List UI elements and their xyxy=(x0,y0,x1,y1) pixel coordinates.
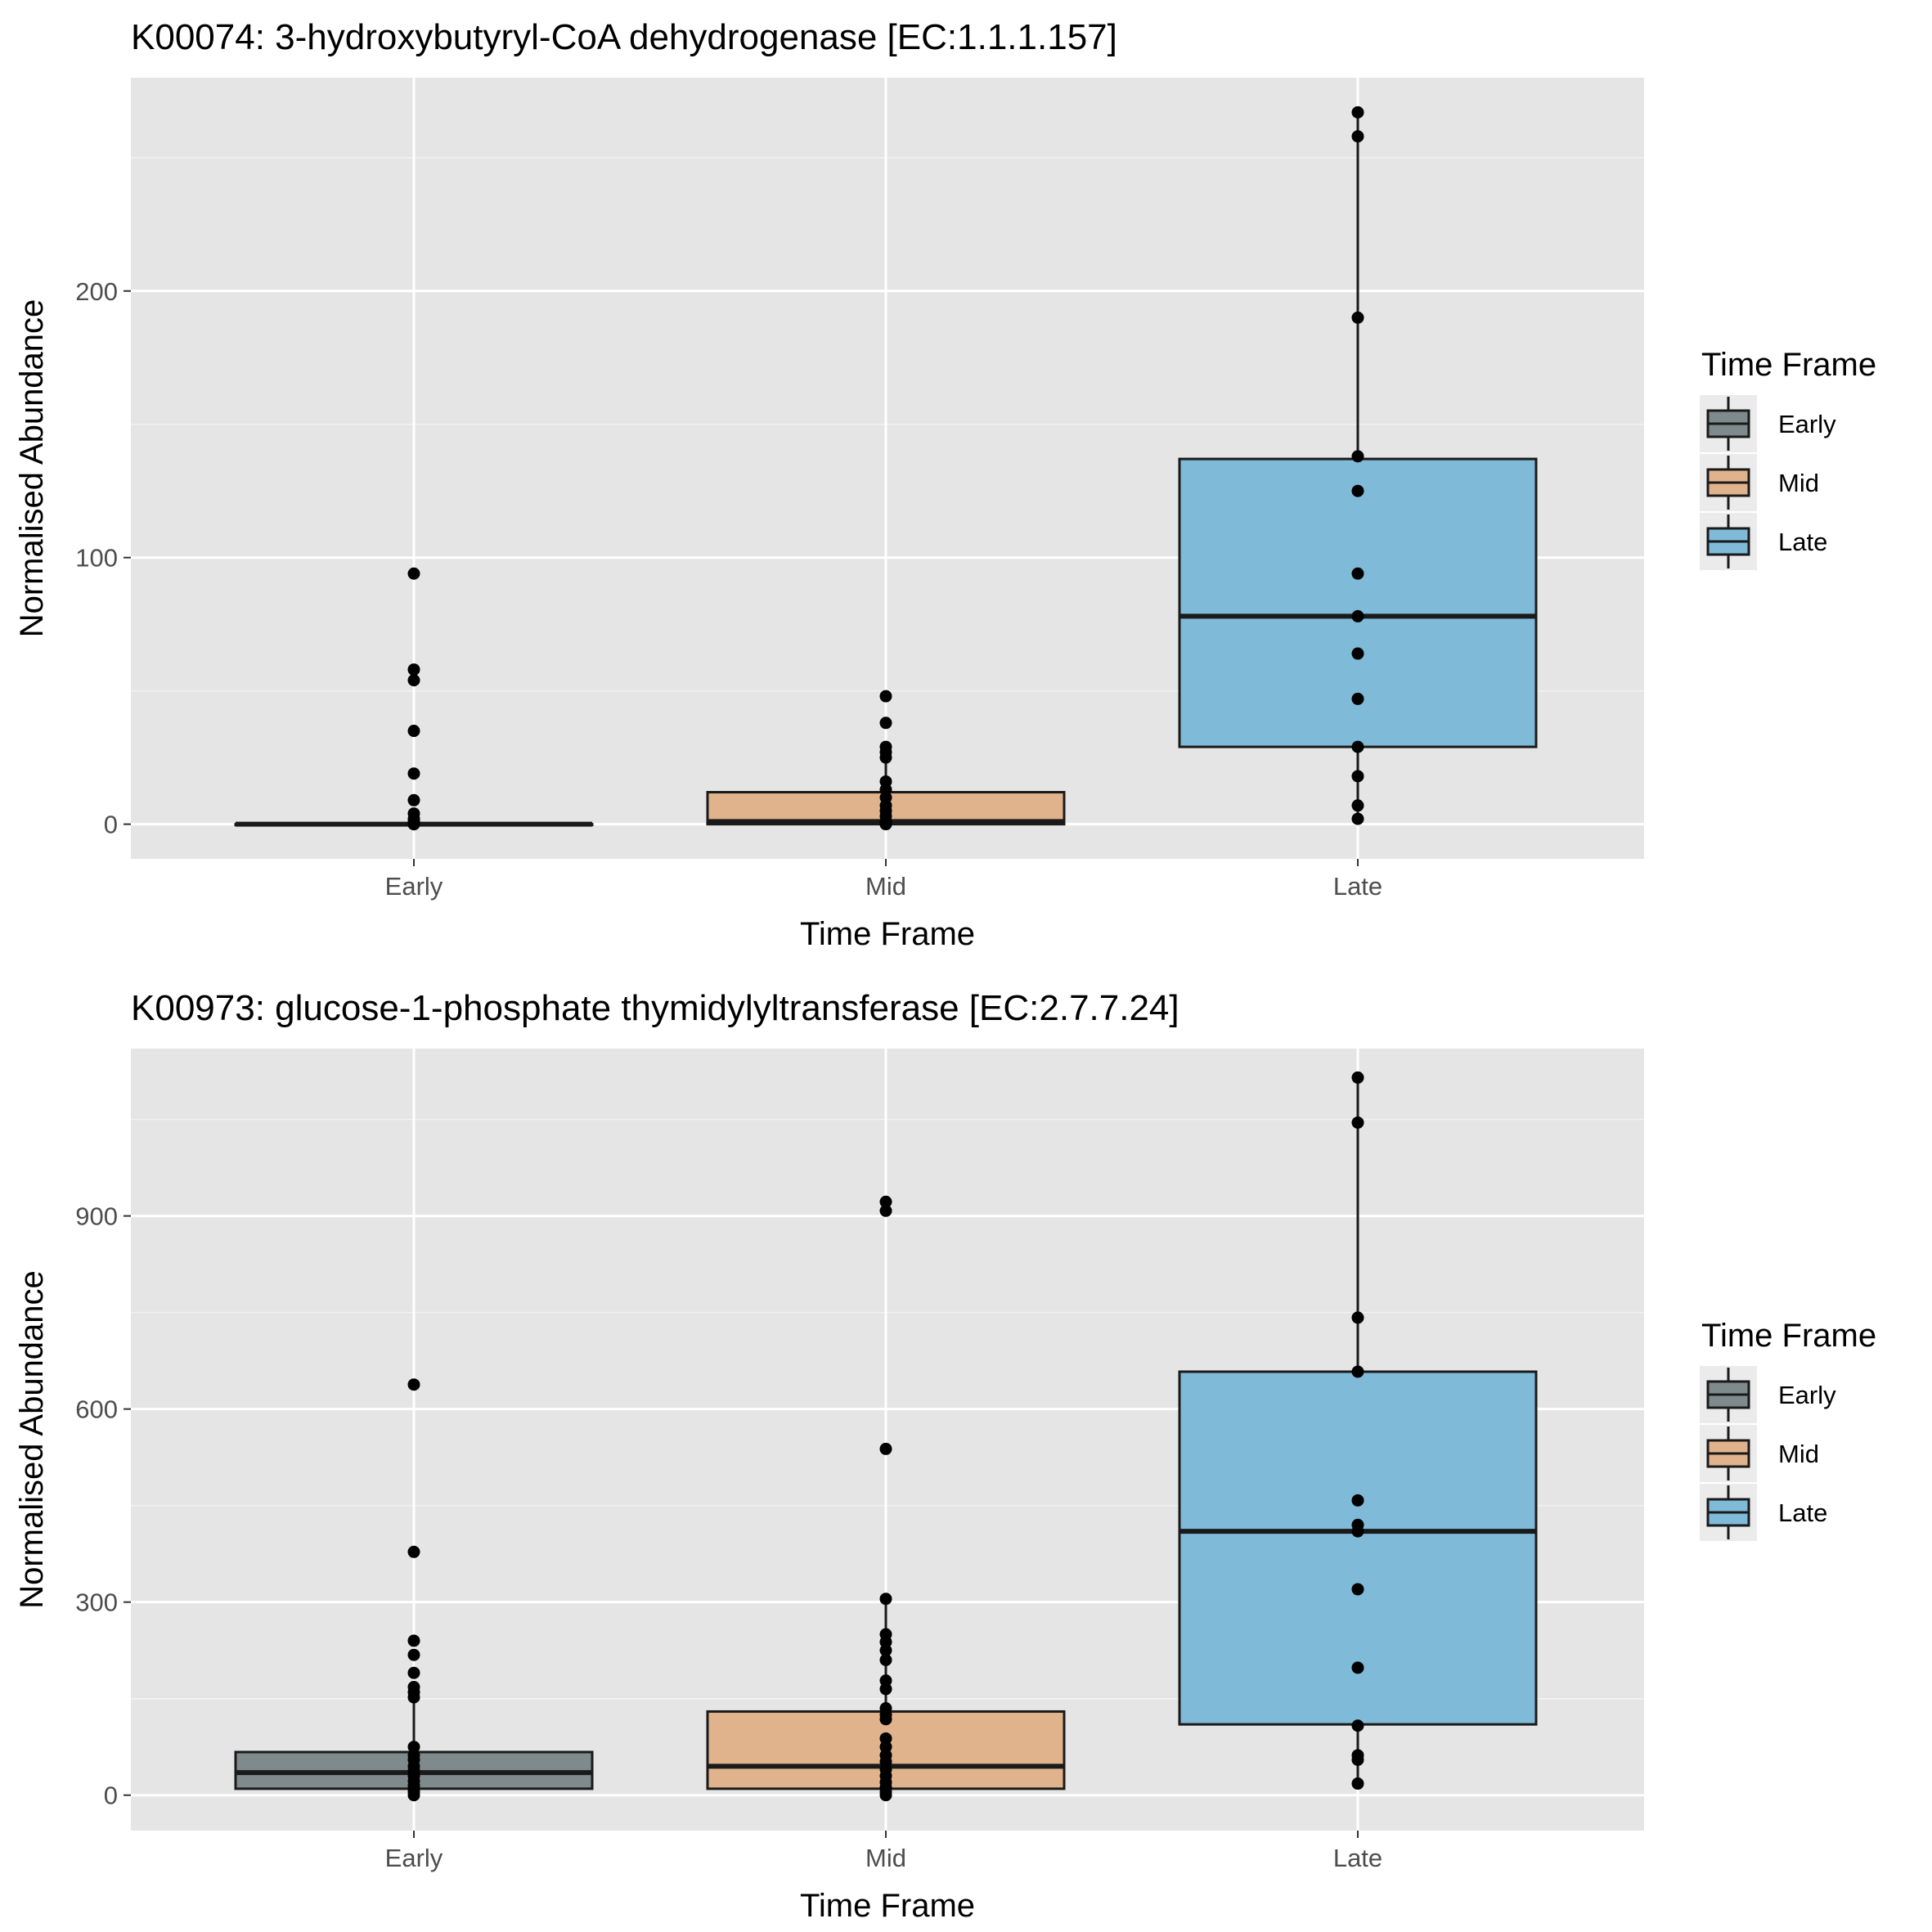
data-point-mid xyxy=(879,1789,892,1802)
data-point-mid xyxy=(879,1442,892,1455)
box-late xyxy=(1178,115,1538,820)
y-axis-title: Normalised Abundance xyxy=(14,299,50,638)
data-point-early xyxy=(407,567,420,580)
x-tick-label: Late xyxy=(1333,1844,1382,1872)
data-point-early xyxy=(407,1648,420,1661)
data-point-early xyxy=(407,1789,420,1802)
legend-title: Time Frame xyxy=(1701,347,1876,383)
data-point-mid xyxy=(879,1204,892,1217)
x-axis-title: Time Frame xyxy=(800,1888,975,1924)
data-point-late xyxy=(1351,770,1364,783)
data-point-mid xyxy=(879,1195,892,1208)
data-point-mid xyxy=(879,751,892,764)
x-tick-label: Mid xyxy=(865,1844,906,1872)
data-point-early xyxy=(407,1378,420,1391)
data-point-late xyxy=(1351,799,1364,812)
data-point-late xyxy=(1351,1365,1364,1378)
legend-label-early: Early xyxy=(1778,1381,1836,1409)
data-point-late xyxy=(1351,1116,1364,1129)
data-point-late xyxy=(1351,106,1364,119)
x-tick-label: Mid xyxy=(865,872,906,901)
y-tick-label: 200 xyxy=(75,277,118,306)
data-point-mid xyxy=(879,1644,892,1657)
y-axis-title: Normalised Abundance xyxy=(14,1270,50,1609)
data-point-late xyxy=(1351,740,1364,753)
data-point-late xyxy=(1351,1753,1364,1766)
legend-label-mid: Mid xyxy=(1778,1440,1819,1468)
data-point-mid xyxy=(879,1683,892,1696)
data-point-early xyxy=(407,1666,420,1679)
legend-title: Time Frame xyxy=(1701,1318,1876,1354)
data-point-early xyxy=(407,1545,420,1558)
data-point-early xyxy=(407,663,420,676)
legend: Time Frame Early Mid Late xyxy=(1700,1318,1876,1541)
y-tick-label: 0 xyxy=(104,1781,118,1810)
data-point-late xyxy=(1351,609,1364,622)
legend-label-late: Late xyxy=(1778,528,1827,556)
data-point-early xyxy=(407,767,420,780)
y-tick-label: 100 xyxy=(75,544,118,573)
data-point-late xyxy=(1351,1777,1364,1790)
data-point-mid xyxy=(879,1653,892,1666)
y-tick-label: 600 xyxy=(75,1395,118,1424)
data-point-late xyxy=(1351,311,1364,324)
chart-title: K00074: 3-hydroxybutyryl-CoA dehydrogena… xyxy=(131,17,1117,57)
data-point-late xyxy=(1351,130,1364,143)
data-point-late xyxy=(1351,1494,1364,1507)
data-point-early xyxy=(407,793,420,806)
legend-label-late: Late xyxy=(1778,1498,1827,1527)
data-point-late xyxy=(1351,567,1364,580)
data-point-late xyxy=(1351,647,1364,660)
data-point-mid xyxy=(879,717,892,730)
legend-label-mid: Mid xyxy=(1778,469,1819,497)
y-tick-label: 300 xyxy=(75,1588,118,1617)
data-point-early xyxy=(407,725,420,738)
data-point-late xyxy=(1351,1661,1364,1674)
x-tick-label: Early xyxy=(385,1844,443,1872)
data-point-late xyxy=(1351,484,1364,497)
x-tick-label: Late xyxy=(1333,872,1382,901)
legend-label-early: Early xyxy=(1778,410,1836,438)
data-point-late xyxy=(1351,1583,1364,1596)
data-point-late xyxy=(1351,450,1364,463)
chart-panel-1: 0 100 200 Early Mid Late K00074: 3-hydroxybuty… xyxy=(14,17,1876,952)
y-tick-label: 900 xyxy=(75,1202,118,1231)
data-point-mid xyxy=(879,1713,892,1726)
data-point-mid xyxy=(879,690,892,703)
x-tick-label: Early xyxy=(385,872,443,901)
data-point-late xyxy=(1351,1525,1364,1538)
x-axis-title: Time Frame xyxy=(800,916,975,952)
data-point-early xyxy=(407,1634,420,1647)
chart-panel-2: 0 300 600 900 Early Mid Late K00973: glucose-1-… xyxy=(14,988,1876,1924)
legend: Time Frame Early Mid Late xyxy=(1700,347,1876,570)
data-point-late xyxy=(1351,1311,1364,1324)
y-tick-label: 0 xyxy=(104,811,118,839)
data-point-early xyxy=(407,818,420,831)
data-point-mid xyxy=(879,818,892,831)
chart-title: K00973: glucose-1-phosphate thymidylyltr… xyxy=(131,988,1179,1028)
data-point-early xyxy=(407,674,420,687)
data-point-late xyxy=(1351,692,1364,705)
data-point-late xyxy=(1351,1071,1364,1084)
data-point-early xyxy=(407,1691,420,1704)
data-point-mid xyxy=(879,1593,892,1606)
data-point-late xyxy=(1351,812,1364,825)
data-point-late xyxy=(1351,1719,1364,1732)
